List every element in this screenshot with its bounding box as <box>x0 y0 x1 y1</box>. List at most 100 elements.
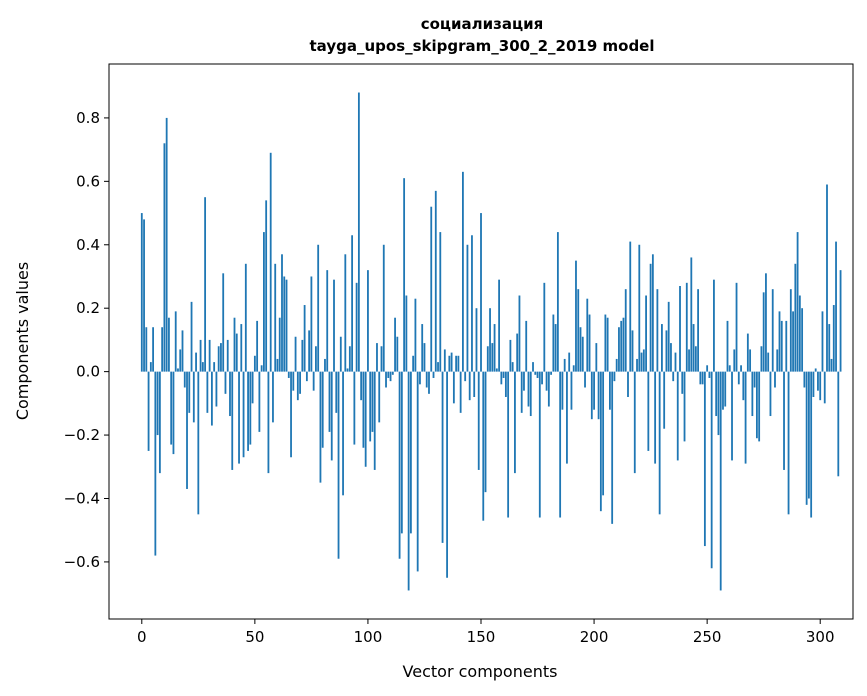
bar-266 <box>742 371 745 401</box>
bar-291 <box>798 295 801 372</box>
bar-57 <box>269 152 272 372</box>
bar-289 <box>794 263 797 372</box>
bar-65 <box>287 371 290 378</box>
bar-42 <box>235 333 238 372</box>
bar-124 <box>421 324 424 372</box>
bar-68 <box>294 336 297 372</box>
bar-142 <box>462 171 464 372</box>
x-tick-label: 50 <box>245 628 264 646</box>
bar-87 <box>337 371 340 559</box>
bar-59 <box>274 263 277 372</box>
bar-7 <box>156 371 159 436</box>
bar-110 <box>389 371 392 382</box>
bar-71 <box>301 339 304 372</box>
bar-115 <box>400 371 403 534</box>
bar-55 <box>265 200 268 372</box>
bar-262 <box>733 349 736 372</box>
y-axis-label: Components values <box>13 262 32 420</box>
bar-186 <box>561 371 564 410</box>
bar-182 <box>552 314 555 372</box>
bar-140 <box>457 355 460 372</box>
bar-164 <box>511 362 514 372</box>
bar-145 <box>468 371 471 401</box>
bar-177 <box>541 371 543 385</box>
y-tick-label: 0.0 <box>76 363 100 381</box>
bar-245 <box>694 346 697 372</box>
bar-102 <box>371 371 374 432</box>
bar-197 <box>586 298 589 372</box>
bar-90 <box>344 254 347 372</box>
bar-221 <box>640 352 643 372</box>
bar-5 <box>152 327 154 372</box>
bar-307 <box>835 241 837 372</box>
bar-294 <box>805 371 808 505</box>
bar-101 <box>369 371 372 442</box>
bar-92 <box>348 346 351 372</box>
bar-114 <box>398 371 401 559</box>
bar-228 <box>656 289 659 372</box>
bar-280 <box>774 371 776 388</box>
x-tick-label: 100 <box>354 628 383 646</box>
bar-199 <box>590 371 593 420</box>
bar-103 <box>373 371 376 470</box>
bar-283 <box>780 320 783 372</box>
bar-70 <box>299 371 301 394</box>
bar-44 <box>240 324 243 372</box>
bar-116 <box>403 178 406 372</box>
bar-104 <box>376 343 378 372</box>
bar-72 <box>303 305 306 372</box>
bar-184 <box>556 232 559 372</box>
bar-217 <box>631 330 634 372</box>
bar-303 <box>826 184 828 372</box>
bar-255 <box>717 371 720 436</box>
bar-20 <box>186 371 188 489</box>
bar-165 <box>514 371 516 474</box>
bar-215 <box>627 371 629 397</box>
bar-308 <box>837 371 840 477</box>
bar-204 <box>602 371 605 496</box>
bar-137 <box>450 352 453 372</box>
bar-147 <box>473 371 476 397</box>
bar-171 <box>527 371 530 407</box>
bar-230 <box>661 324 663 372</box>
bar-13 <box>170 371 173 445</box>
bar-83 <box>328 371 331 432</box>
bar-94 <box>353 371 356 445</box>
bar-108 <box>385 371 387 388</box>
bar-231 <box>663 371 666 429</box>
y-tick-label: 0.8 <box>76 109 100 127</box>
bar-246 <box>697 289 699 372</box>
bar-21 <box>188 371 191 413</box>
bar-183 <box>554 324 557 372</box>
bar-225 <box>649 263 652 372</box>
bar-121 <box>414 298 417 372</box>
bar-170 <box>525 320 528 372</box>
bar-117 <box>405 295 408 372</box>
bar-73 <box>305 371 308 382</box>
bar-67 <box>292 371 295 391</box>
x-tick-label: 200 <box>580 628 609 646</box>
bar-237 <box>676 371 679 461</box>
bar-285 <box>785 320 788 372</box>
bar-240 <box>683 371 686 442</box>
bar-99 <box>364 371 367 467</box>
bar-192 <box>575 260 577 372</box>
bar-309 <box>839 270 842 372</box>
bar-267 <box>744 371 747 464</box>
x-tick-label: 300 <box>806 628 835 646</box>
bar-223 <box>645 295 647 372</box>
bar-166 <box>516 333 519 372</box>
bar-27 <box>201 362 204 372</box>
bar-58 <box>272 371 274 423</box>
x-axis-label: Vector components <box>403 662 558 681</box>
y-tick-label: −0.6 <box>64 553 100 571</box>
bar-256 <box>719 371 722 591</box>
bar-216 <box>629 241 632 372</box>
bar-292 <box>801 308 804 372</box>
bar-201 <box>595 343 598 372</box>
bar-232 <box>665 330 668 372</box>
bar-205 <box>604 314 607 372</box>
bar-10 <box>163 143 166 372</box>
bar-273 <box>758 371 761 442</box>
bar-96 <box>357 92 360 372</box>
